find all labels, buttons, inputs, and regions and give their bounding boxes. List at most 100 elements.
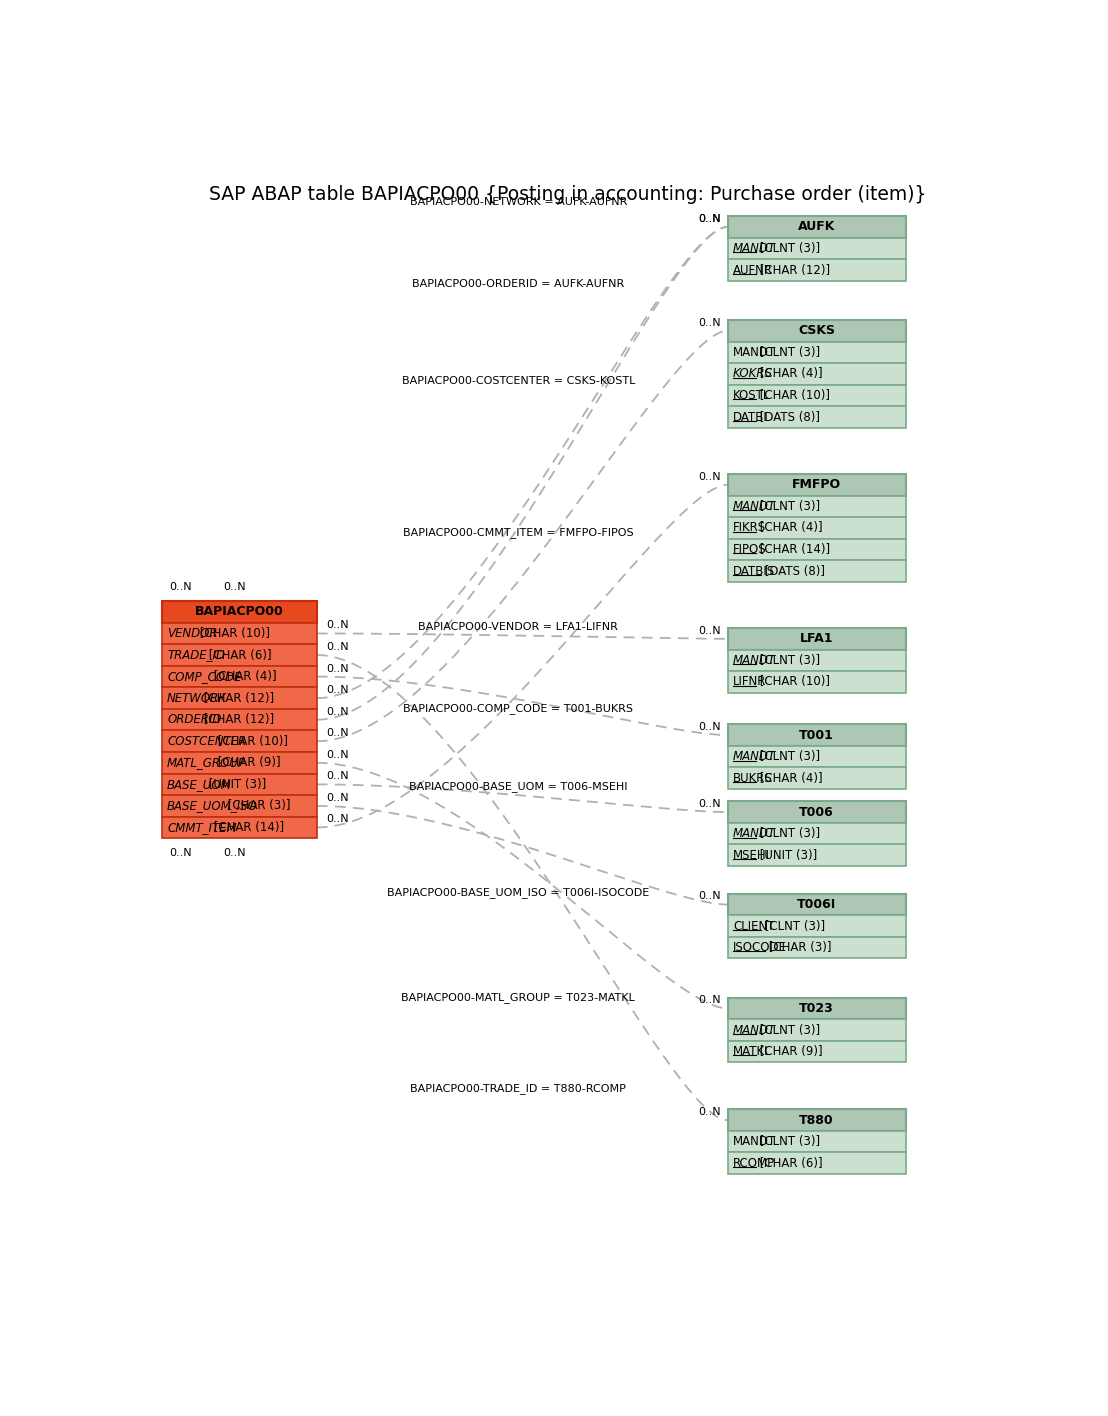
Text: 0..N: 0..N xyxy=(326,728,349,738)
Text: 0..N: 0..N xyxy=(699,799,721,809)
Bar xyxy=(162,817,317,838)
Text: COMP_CODE: COMP_CODE xyxy=(167,670,242,683)
Text: [CLNT (3)]: [CLNT (3)] xyxy=(756,750,820,763)
Text: ISOCODE: ISOCODE xyxy=(732,942,787,954)
Text: [CHAR (10)]: [CHAR (10)] xyxy=(215,735,288,748)
Text: [DATS (8)]: [DATS (8)] xyxy=(761,565,824,578)
Text: 0..N: 0..N xyxy=(699,892,721,902)
Text: T023: T023 xyxy=(799,1003,834,1015)
Text: [CLNT (3)]: [CLNT (3)] xyxy=(756,827,820,840)
Text: [CLNT (3)]: [CLNT (3)] xyxy=(756,1024,820,1037)
Text: MANDT: MANDT xyxy=(732,1136,777,1148)
Text: KOSTL: KOSTL xyxy=(732,389,770,402)
Bar xyxy=(728,320,905,341)
Bar xyxy=(728,496,905,517)
Text: 0..N: 0..N xyxy=(224,582,246,592)
Bar xyxy=(728,341,905,362)
Text: TRADE_ID: TRADE_ID xyxy=(167,649,225,661)
Text: [CLNT (3)]: [CLNT (3)] xyxy=(756,346,820,358)
Bar xyxy=(728,801,905,823)
Text: MANDT: MANDT xyxy=(732,1024,776,1037)
Bar xyxy=(728,746,905,767)
Text: MANDT: MANDT xyxy=(732,500,776,513)
Text: 0..N: 0..N xyxy=(699,626,721,636)
Text: MSEHI: MSEHI xyxy=(732,848,770,862)
Text: 0..N: 0..N xyxy=(326,707,349,716)
Text: CSKS: CSKS xyxy=(798,324,835,337)
Bar xyxy=(728,1131,905,1153)
Text: 0..N: 0..N xyxy=(326,641,349,651)
Bar xyxy=(162,623,317,644)
Text: [CHAR (3)]: [CHAR (3)] xyxy=(224,800,290,813)
Bar xyxy=(728,671,905,692)
Text: BAPIACPO00-BASE_UOM = T006-MSEHI: BAPIACPO00-BASE_UOM = T006-MSEHI xyxy=(409,782,627,792)
Text: 0..N: 0..N xyxy=(326,814,349,824)
Text: 0..N: 0..N xyxy=(326,749,349,760)
Text: BAPIACPO00-ORDERID = AUFK-AUFNR: BAPIACPO00-ORDERID = AUFK-AUFNR xyxy=(412,279,625,289)
Text: 0..N: 0..N xyxy=(326,793,349,803)
Text: 0..N: 0..N xyxy=(699,214,721,224)
Text: MANDT: MANDT xyxy=(732,346,777,358)
Text: [CLNT (3)]: [CLNT (3)] xyxy=(756,1136,820,1148)
Text: DATBIS: DATBIS xyxy=(732,565,776,578)
Bar xyxy=(728,474,905,496)
Text: [CHAR (4)]: [CHAR (4)] xyxy=(209,670,276,683)
Bar xyxy=(728,362,905,385)
Text: BAPIACPO00-TRADE_ID = T880-RCOMP: BAPIACPO00-TRADE_ID = T880-RCOMP xyxy=(410,1083,626,1095)
Text: FIPOS: FIPOS xyxy=(732,542,767,556)
Text: [CLNT (3)]: [CLNT (3)] xyxy=(756,654,820,667)
Text: 0..N: 0..N xyxy=(699,472,721,481)
Text: MANDT: MANDT xyxy=(732,242,776,255)
Text: 0..N: 0..N xyxy=(326,685,349,695)
Bar xyxy=(728,238,905,259)
Bar xyxy=(728,517,905,538)
Text: 0..N: 0..N xyxy=(170,848,192,858)
Text: BAPIACPO00-CMMT_ITEM = FMFPO-FIPOS: BAPIACPO00-CMMT_ITEM = FMFPO-FIPOS xyxy=(403,527,634,538)
Text: 0..N: 0..N xyxy=(699,1107,721,1117)
Text: DATBI: DATBI xyxy=(732,411,768,423)
Text: 0..N: 0..N xyxy=(699,317,721,327)
Bar xyxy=(162,602,317,623)
Text: [CHAR (12)]: [CHAR (12)] xyxy=(201,714,275,726)
Text: BAPIACPO00-VENDOR = LFA1-LIFNR: BAPIACPO00-VENDOR = LFA1-LIFNR xyxy=(419,622,618,632)
Bar xyxy=(162,687,317,709)
Bar xyxy=(728,823,905,844)
Text: AUFK: AUFK xyxy=(798,221,835,234)
Text: [UNIT (3)]: [UNIT (3)] xyxy=(756,848,818,862)
Text: MANDT: MANDT xyxy=(732,750,776,763)
Text: BAPIACPO00-MATL_GROUP = T023-MATKL: BAPIACPO00-MATL_GROUP = T023-MATKL xyxy=(401,993,635,1003)
Text: [CHAR (4)]: [CHAR (4)] xyxy=(756,368,823,381)
Text: 0..N: 0..N xyxy=(224,848,246,858)
Bar xyxy=(728,385,905,406)
Text: FIKRS: FIKRS xyxy=(732,521,766,534)
Text: [CHAR (3)]: [CHAR (3)] xyxy=(766,942,832,954)
Bar xyxy=(728,650,905,671)
Text: [CHAR (10)]: [CHAR (10)] xyxy=(756,675,830,688)
Text: BASE_UOM_ISO: BASE_UOM_ISO xyxy=(167,800,258,813)
Text: [CLNT (3)]: [CLNT (3)] xyxy=(756,500,820,513)
Bar xyxy=(728,538,905,561)
Text: [CHAR (12)]: [CHAR (12)] xyxy=(201,691,275,705)
Text: [CHAR (4)]: [CHAR (4)] xyxy=(756,521,823,534)
Text: CLIENT: CLIENT xyxy=(732,919,774,933)
Text: [CHAR (10)]: [CHAR (10)] xyxy=(756,389,830,402)
Bar xyxy=(728,1020,905,1041)
Text: BAPIACPO00-COSTCENTER = CSKS-KOSTL: BAPIACPO00-COSTCENTER = CSKS-KOSTL xyxy=(401,375,635,385)
Bar xyxy=(728,1109,905,1131)
Text: AUFNR: AUFNR xyxy=(732,263,773,276)
Text: KOKRS: KOKRS xyxy=(732,368,773,381)
Bar xyxy=(728,998,905,1020)
Text: CMMT_ITEM: CMMT_ITEM xyxy=(167,821,237,834)
Bar xyxy=(728,937,905,959)
Bar xyxy=(162,796,317,817)
Text: T006I: T006I xyxy=(797,898,837,910)
Text: BASE_UOM: BASE_UOM xyxy=(167,777,232,792)
Text: [CHAR (6)]: [CHAR (6)] xyxy=(205,649,271,661)
Bar xyxy=(728,1041,905,1062)
Bar xyxy=(728,629,905,650)
Text: 0..N: 0..N xyxy=(699,722,721,732)
Bar xyxy=(162,773,317,796)
Text: [CHAR (6)]: [CHAR (6)] xyxy=(756,1157,823,1170)
Bar xyxy=(728,259,905,280)
Text: T001: T001 xyxy=(799,729,834,742)
